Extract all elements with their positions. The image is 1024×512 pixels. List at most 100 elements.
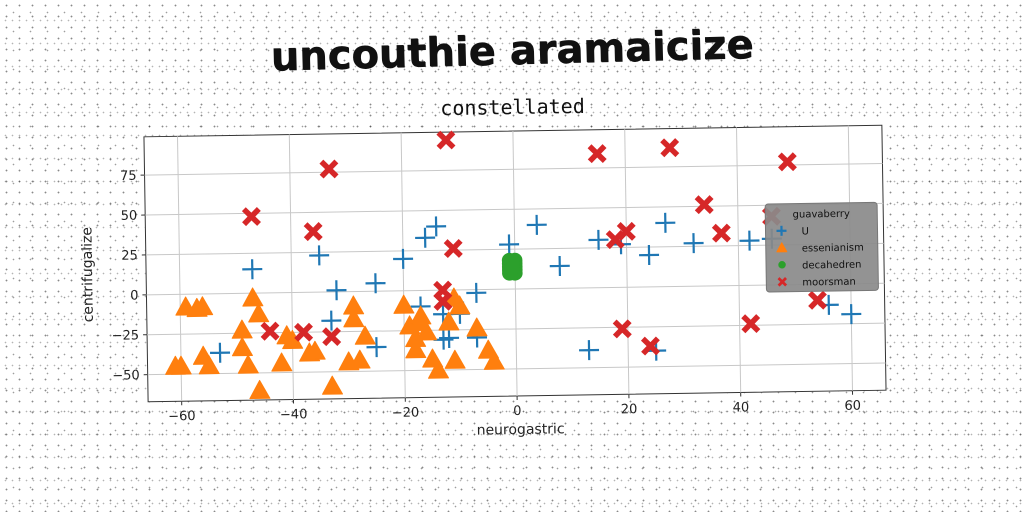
x-tick-label: 60 bbox=[844, 399, 861, 414]
axis-ticks: −60 −40 −20 0 20 40 60 −50 −25 0 25 50 75 bbox=[112, 169, 862, 425]
data-point bbox=[444, 349, 466, 369]
data-point bbox=[616, 221, 636, 241]
data-point bbox=[466, 317, 488, 337]
y-grid-line bbox=[147, 362, 886, 376]
data-point bbox=[349, 349, 371, 369]
data-point bbox=[436, 130, 456, 150]
y-grid-line bbox=[146, 282, 885, 296]
legend-marker bbox=[776, 225, 787, 236]
y-tick-label: −50 bbox=[112, 368, 140, 383]
x-tick-label: 20 bbox=[621, 402, 638, 417]
data-point bbox=[326, 280, 347, 301]
data-point bbox=[416, 321, 438, 341]
data-point bbox=[343, 308, 365, 328]
data-point bbox=[639, 244, 660, 266]
data-point bbox=[739, 230, 760, 251]
data-point bbox=[366, 337, 387, 358]
legend-title: guavaberry bbox=[793, 209, 851, 221]
y-grid-line bbox=[144, 163, 883, 176]
legend-entry: decahedren bbox=[802, 260, 862, 272]
data-point bbox=[841, 304, 862, 325]
data-point bbox=[449, 295, 471, 315]
data-point bbox=[483, 350, 505, 370]
data-point bbox=[612, 319, 632, 339]
data-point bbox=[303, 222, 323, 242]
data-point bbox=[428, 359, 450, 379]
data-point bbox=[588, 229, 609, 250]
data-point bbox=[237, 354, 259, 374]
x-grid-line bbox=[736, 127, 742, 393]
data-point bbox=[198, 355, 220, 375]
data-point bbox=[683, 233, 704, 254]
x-grid-line bbox=[288, 134, 294, 400]
data-point bbox=[415, 227, 436, 248]
data-point bbox=[504, 260, 520, 276]
chart-title: constellated bbox=[440, 94, 585, 120]
y-tick-label: −25 bbox=[112, 328, 140, 343]
data-point bbox=[426, 216, 447, 237]
data-point bbox=[433, 291, 453, 311]
data-point bbox=[304, 340, 326, 360]
legend-box bbox=[764, 201, 879, 293]
y-tick-label: 25 bbox=[121, 249, 138, 264]
data-point bbox=[443, 238, 463, 259]
data-point bbox=[526, 214, 547, 235]
legend-entry: essenianism bbox=[802, 243, 864, 255]
data-point bbox=[660, 138, 680, 158]
data-points bbox=[165, 130, 862, 400]
x-grid-line bbox=[624, 129, 630, 395]
y-tick-label: 0 bbox=[130, 288, 139, 303]
data-point bbox=[260, 321, 280, 341]
x-tick-label: −60 bbox=[168, 409, 196, 424]
x-tick-label: 40 bbox=[733, 400, 750, 415]
data-point bbox=[231, 337, 253, 357]
data-point bbox=[587, 144, 607, 164]
data-point bbox=[499, 234, 520, 255]
y-axis-label: centrifugalize bbox=[79, 227, 96, 323]
data-point bbox=[309, 245, 330, 266]
legend-entry: U bbox=[801, 226, 809, 237]
series-essenianism bbox=[165, 287, 505, 400]
y-tick-label: 75 bbox=[120, 169, 137, 184]
legend-entry: moorsman bbox=[802, 277, 856, 289]
legend-marker bbox=[777, 277, 788, 287]
x-axis-label: neurogastric bbox=[477, 421, 565, 438]
data-point bbox=[365, 273, 386, 294]
data-point bbox=[741, 314, 761, 334]
data-point bbox=[655, 212, 676, 233]
x-tick-label: 0 bbox=[513, 404, 522, 419]
y-grid-line bbox=[145, 242, 884, 256]
legend-marker bbox=[778, 261, 786, 269]
data-point bbox=[294, 322, 314, 342]
data-point bbox=[393, 294, 415, 314]
data-point bbox=[241, 207, 261, 227]
data-point bbox=[248, 303, 270, 323]
data-point bbox=[321, 310, 342, 331]
data-point bbox=[354, 325, 376, 345]
data-point bbox=[579, 340, 600, 361]
data-point bbox=[322, 375, 344, 395]
series-decahedren bbox=[501, 252, 523, 281]
data-point bbox=[322, 327, 342, 347]
data-point bbox=[405, 339, 427, 359]
data-point bbox=[319, 159, 339, 179]
data-point bbox=[466, 282, 487, 303]
data-point bbox=[640, 336, 661, 356]
data-point bbox=[210, 342, 231, 363]
legend-marker bbox=[776, 242, 788, 253]
data-point bbox=[807, 290, 828, 310]
data-point bbox=[694, 195, 714, 215]
data-point bbox=[549, 255, 570, 277]
data-point bbox=[393, 248, 414, 269]
data-point bbox=[438, 311, 460, 331]
data-point bbox=[439, 327, 460, 348]
data-point bbox=[242, 287, 264, 307]
data-point bbox=[242, 259, 263, 280]
x-tick-label: −40 bbox=[280, 407, 308, 422]
data-point bbox=[777, 152, 797, 172]
x-tick-label: −20 bbox=[392, 406, 420, 421]
y-tick-label: 50 bbox=[121, 209, 138, 224]
data-point bbox=[711, 223, 731, 243]
